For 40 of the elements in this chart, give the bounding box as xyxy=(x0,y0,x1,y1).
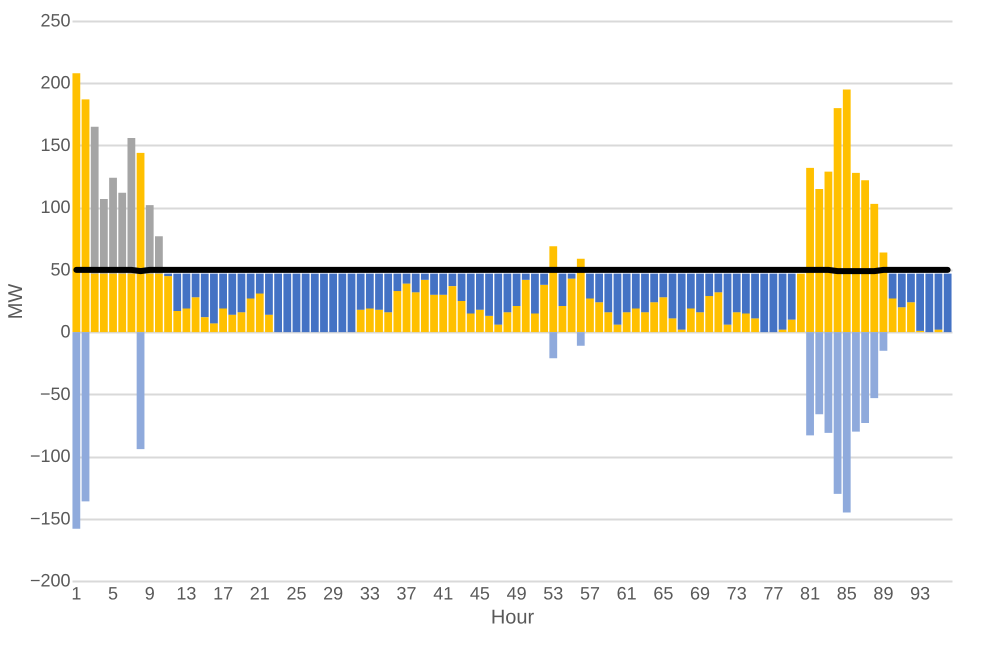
x-tick-label: 73 xyxy=(726,584,747,604)
x-tick-label: 29 xyxy=(323,584,344,604)
x-tick-label: 57 xyxy=(580,584,600,604)
bar xyxy=(934,330,942,332)
bar xyxy=(549,332,558,358)
x-tick-label: 61 xyxy=(616,584,637,604)
x-tick-label: 41 xyxy=(433,584,454,604)
y-tick-label: 250 xyxy=(40,10,70,30)
x-axis-title: Hour xyxy=(490,606,535,628)
x-tick-label: 37 xyxy=(396,584,417,604)
y-tick-label: 50 xyxy=(50,259,70,280)
x-tick-label: 89 xyxy=(873,584,894,604)
y-tick-label: −200 xyxy=(30,570,70,590)
y-tick-label: −150 xyxy=(30,508,70,528)
x-tick-label: 77 xyxy=(763,584,784,604)
x-tick-label: 69 xyxy=(690,584,710,604)
x-tick-label: 1 xyxy=(71,584,82,604)
x-tick-label: 65 xyxy=(653,584,674,604)
x-tick-label: 25 xyxy=(286,584,306,604)
x-tick-label: 85 xyxy=(836,584,857,604)
bar xyxy=(136,332,144,450)
x-tick-label: 9 xyxy=(144,584,155,604)
bar xyxy=(576,332,585,346)
x-tick-label: 5 xyxy=(108,584,118,604)
y-tick-label: 200 xyxy=(40,72,70,93)
x-tick-label: 53 xyxy=(543,584,564,604)
x-tick-label: 49 xyxy=(506,584,527,604)
x-tick-label: 81 xyxy=(800,584,820,604)
x-tick-label: 45 xyxy=(470,584,490,604)
x-tick-label: 17 xyxy=(213,584,234,604)
y-tick-label: 0 xyxy=(60,322,70,342)
y-tick-label: 100 xyxy=(40,197,70,218)
x-tick-label: 33 xyxy=(360,584,380,604)
y-tick-label: −100 xyxy=(30,446,70,466)
x-tick-label: 21 xyxy=(250,584,270,604)
x-tick-label: 93 xyxy=(910,584,930,604)
y-tick-label: −50 xyxy=(40,384,70,404)
x-tick-label: 13 xyxy=(176,584,196,604)
y-axis-title: MW xyxy=(4,284,27,320)
y-tick-label: 150 xyxy=(40,134,70,155)
